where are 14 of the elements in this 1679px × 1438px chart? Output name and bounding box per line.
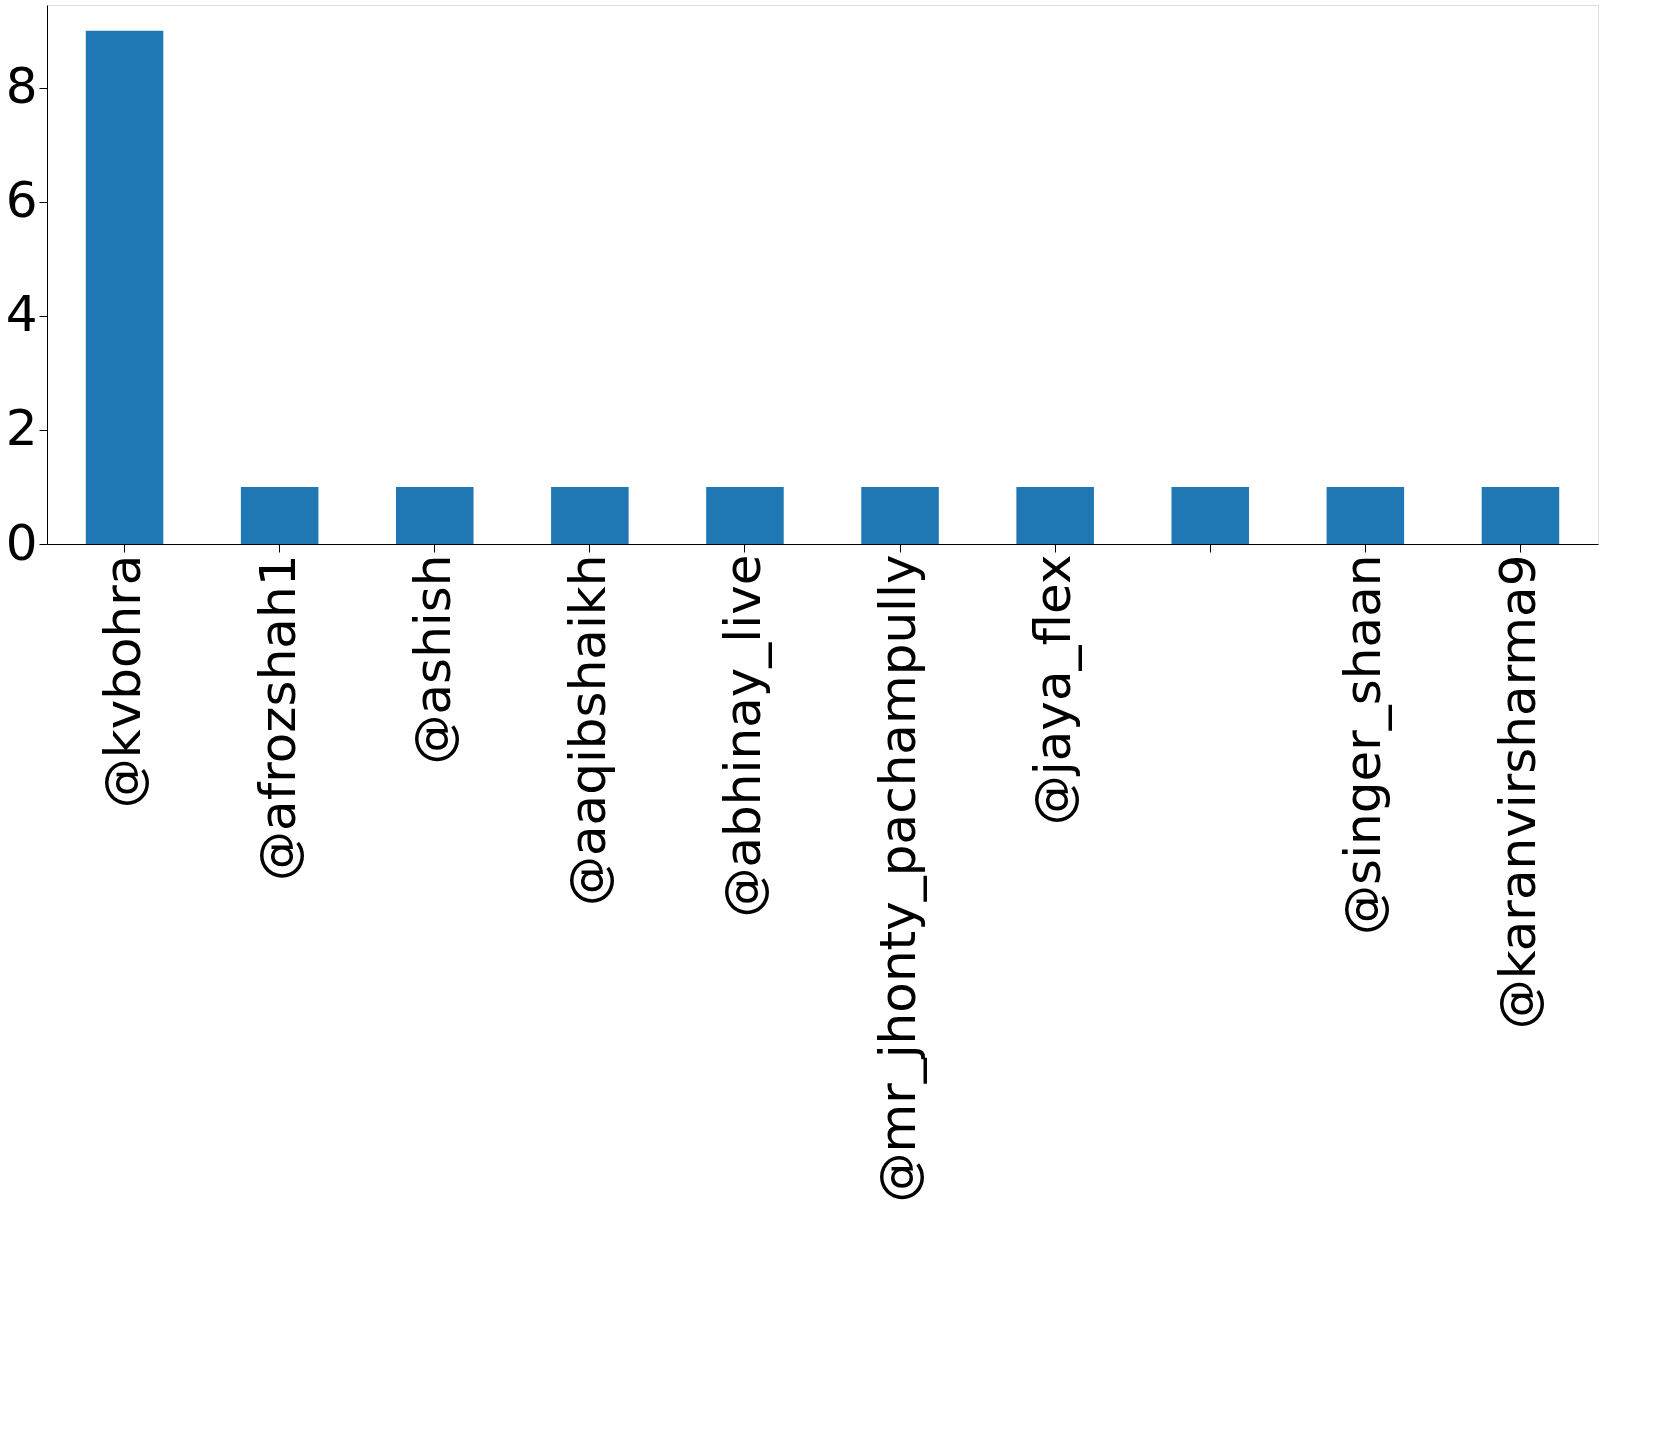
x-tick-label: @jaya_flex <box>1024 554 1083 826</box>
x-tick-label: @kvbohra <box>93 554 152 809</box>
y-tick-label: 2 <box>5 399 38 458</box>
y-tick-label: 8 <box>5 57 38 116</box>
x-tick-label: @abhinay_live <box>713 554 772 918</box>
y-tick-label: 6 <box>5 171 38 230</box>
x-tick-label: @mr_jhonty_pachampully <box>869 554 928 1203</box>
y-tick-label: 0 <box>5 513 38 572</box>
x-tick-label: @ashish <box>403 554 462 765</box>
x-tick-label: @karanvirsharma9 <box>1489 554 1548 1030</box>
x-tick-label: @afrozshah1 <box>248 554 307 881</box>
x-tick-label: @aaqibshaikh <box>558 554 617 907</box>
x-tick-label: @singer_shaan <box>1334 554 1393 935</box>
y-tick-label: 4 <box>5 285 38 344</box>
